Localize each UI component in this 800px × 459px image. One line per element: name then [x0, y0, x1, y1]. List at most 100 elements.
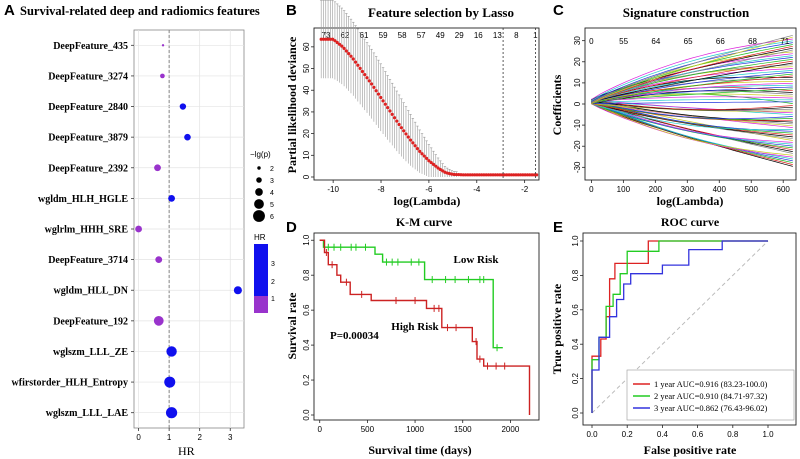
- size-legend-dot: [256, 177, 262, 183]
- panel-b-mean-point: [516, 173, 520, 177]
- panel-b-mean-point: [381, 99, 385, 103]
- panel-a-point: [160, 73, 165, 79]
- panel-b-mean-point: [418, 149, 422, 153]
- panel-b-mean-point: [374, 89, 378, 93]
- panel-a-title: Survival-related deep and radiomics feat…: [20, 4, 260, 18]
- km-pvalue: P=0.00034: [330, 330, 379, 342]
- panel-b-top-tick: 61: [360, 31, 369, 40]
- panel-b-mean-point: [434, 164, 438, 168]
- panel-b-mean-point: [457, 173, 461, 177]
- panel-b-mean-point: [507, 173, 511, 177]
- panel-b-mean-point: [422, 154, 426, 158]
- panel-c-top-tick: 71: [780, 37, 789, 46]
- color-legend-tick-1: 1: [271, 296, 275, 303]
- panel-c-xtick-label: 200: [649, 185, 663, 194]
- panel-b-mean-point: [466, 173, 470, 177]
- panel-b-mean-point: [512, 173, 516, 177]
- panel-c-coef-path: [591, 88, 793, 102]
- panel-b-mean-point: [521, 173, 525, 177]
- panel-c-coef-path: [591, 99, 793, 103]
- panel-a-feature-label: DeepFeature_2840: [48, 102, 128, 113]
- panel-b-mean-point: [528, 173, 532, 177]
- panel-c-coef-path: [591, 101, 793, 105]
- panel-a-xtick-label: 1: [167, 433, 172, 442]
- panel-d-curves: [319, 239, 531, 415]
- panel-b-mean-point: [356, 63, 360, 67]
- panel-a-feature-label: DeepFeature_435: [53, 41, 128, 52]
- panel-c-coef-path: [591, 96, 793, 102]
- panel-c-axes: 0 100 200 300 400 500 600 -30 -20 -10 0 10 20 30: [573, 36, 790, 194]
- panel-c-top-tick: 0: [589, 37, 594, 46]
- panel-d-axes: 0 500 1000 1500 2000 0.0 0.2 0.4 0.6 0.8 1.0: [302, 234, 520, 434]
- panel-a-point: [166, 346, 177, 357]
- panel-d-xtick-label: 1500: [454, 425, 472, 434]
- panel-b-ytick-label: 0: [302, 174, 311, 179]
- panel-b-top-tick: 57: [417, 31, 426, 40]
- panel-b-mean-point: [344, 49, 348, 53]
- panel-b-ytick-label: 40: [302, 85, 311, 94]
- panel-b-mean-point: [491, 173, 495, 177]
- panel-b-mean-point: [436, 166, 440, 170]
- panel-b-mean-point: [369, 82, 374, 86]
- km-curve: [319, 239, 531, 415]
- panel-c-frame: [584, 27, 797, 181]
- panel-b-mean-point: [473, 173, 477, 177]
- size-legend-dot: [254, 199, 264, 209]
- panel-b-mean-point: [482, 173, 486, 177]
- panel-d-ytick-label: 0.0: [302, 409, 311, 421]
- size-legend-dot: [257, 166, 261, 170]
- panel-c-xtick-label: 100: [617, 185, 631, 194]
- panel-b-mean-point: [463, 173, 468, 177]
- panel-e-axes: 0.0 0.2 0.4 0.6 0.8 1.0 0.0 0.2 0.4 0.6 0.8 1.0: [571, 235, 774, 439]
- panel-b-mean-point: [392, 116, 397, 120]
- panel-e-letter: E: [553, 219, 563, 236]
- panel-b-top-tick: 13: [493, 31, 502, 40]
- panel-b-xtick-label: -4: [473, 185, 481, 194]
- panel-c-ytick-label: -30: [573, 161, 582, 173]
- panel-b-letter: B: [286, 2, 297, 19]
- panel-b-mean-point: [383, 102, 387, 106]
- panel-c-coef-path: [591, 38, 793, 100]
- panel-b-mean-point: [347, 51, 351, 56]
- panel-b-mean-point: [489, 173, 493, 177]
- panel-a-feature-label: DeepFeature_2392: [48, 163, 128, 174]
- panel-c-coefficient-paths: [591, 34, 793, 167]
- panel-b-mean-point: [477, 173, 481, 177]
- panel-b-mean-point: [333, 39, 337, 43]
- panel-b-mean-point: [404, 132, 408, 136]
- panel-a-point: [153, 315, 164, 326]
- panel-e-xtick-label: 0.6: [692, 430, 704, 439]
- panel-e-xtick-label: 0.0: [586, 430, 598, 439]
- panel-b-xtick-label: -6: [425, 185, 433, 194]
- panel-b-title: Feature selection by Lasso: [368, 5, 514, 20]
- panel-b-ylabel: Partial likelihood deviance: [285, 36, 299, 173]
- panel-b-axes: -10 -8 -6 -4 -2 0 10 20 30 40 50 60: [302, 42, 529, 194]
- panel-b-mean-point: [376, 92, 381, 96]
- panel-a-feature-label: DeepFeature_192: [53, 316, 128, 327]
- color-legend-bar-low: [254, 296, 268, 313]
- panel-c-coef-path: [591, 64, 793, 105]
- color-legend-title: HR: [254, 233, 266, 242]
- panel-b-top-tick: 73: [322, 31, 331, 40]
- panel-b-mean-point: [388, 109, 392, 113]
- panel-d-ytick-label: 0.6: [302, 304, 311, 316]
- panel-b-ytick-label: 10: [302, 150, 311, 159]
- roc-legend-label-3: 3 year AUC=0.862 (76.43-96.02): [654, 403, 768, 413]
- size-legend: 2 3 4 5 6: [253, 166, 274, 222]
- panel-c-ytick-label: 30: [573, 36, 582, 45]
- panel-a-xtick-label: 3: [228, 433, 233, 442]
- panel-c-xtick-label: 600: [777, 185, 791, 194]
- panel-b-mean-point: [413, 144, 417, 148]
- panel-b-mean-point: [470, 173, 475, 177]
- panel-a-letter: A: [4, 2, 15, 19]
- panel-b-mean-point: [509, 173, 513, 177]
- km-label-low-risk: Low Risk: [454, 254, 500, 266]
- panel-c-top-tick: 68: [748, 37, 757, 46]
- panel-c-coef-path: [591, 100, 793, 110]
- panel-a-xticks: 0 1 2 3: [136, 428, 233, 442]
- panel-e-xtick-label: 0.4: [657, 430, 669, 439]
- panel-b-mean-point: [496, 173, 500, 177]
- panel-d-ylabel: Survival rate: [285, 292, 299, 360]
- panel-b-mean-point: [500, 173, 504, 177]
- panel-d-ytick-label: 0.8: [302, 269, 311, 281]
